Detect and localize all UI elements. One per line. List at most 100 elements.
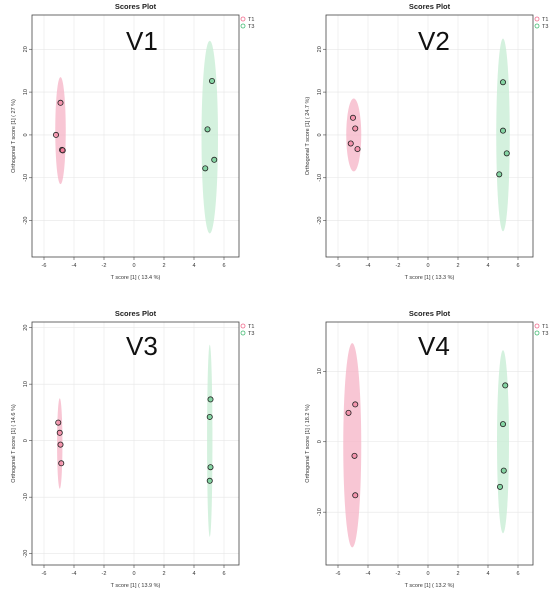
y-tick-label: 20 [23,46,29,52]
legend-marker-t1 [240,323,246,329]
confidence-ellipse-t3 [207,344,213,537]
data-point-t3 [499,127,506,134]
confidence-ellipse-t3 [201,40,218,234]
x-tick-label: 6 [222,571,225,577]
legend-marker-t3 [240,23,246,29]
x-axis-label: T score [1] ( 13.2 %) [405,583,455,589]
y-tick-label: 10 [23,89,29,95]
x-tick-label: 0 [426,263,429,269]
plot-area [32,322,239,565]
x-tick-label: -6 [42,263,47,269]
data-point-t1 [351,452,358,459]
x-tick-label: 4 [486,571,489,577]
data-point-t3 [502,382,509,389]
data-point-t3 [204,126,211,133]
plot-frame [31,321,240,566]
data-point-t3 [207,464,214,471]
data-point-t1 [352,492,359,499]
y-tick-label: -20 [23,550,29,558]
x-tick-label: 2 [456,263,459,269]
confidence-ellipse-t3 [497,350,509,534]
panel-label: V1 [126,26,158,56]
panel-label: V3 [126,331,158,361]
legend-label-t3: T3 [542,24,548,30]
x-tick-label: 2 [162,571,165,577]
data-point-t3 [500,467,507,474]
x-tick-label: 4 [486,263,489,269]
y-axis-label: Orthogonal T score [1] ( 27 %) [11,99,17,173]
x-tick-label: 2 [456,571,459,577]
x-tick-label: 0 [132,571,135,577]
x-tick-label: 4 [192,571,195,577]
legend-label-t1: T1 [542,324,548,330]
x-tick-label: 0 [132,263,135,269]
data-point-t1 [59,147,66,154]
data-point-t3 [496,171,503,178]
chart-title: Scores Plot [409,309,451,318]
data-point-t3 [211,156,218,163]
legend-marker-t1 [534,323,540,329]
data-point-t1 [354,146,361,153]
panel-label: V4 [418,331,450,361]
x-tick-label: -2 [102,263,107,269]
x-tick-label: -4 [72,571,77,577]
x-tick-label: -6 [336,263,341,269]
y-axis-label: Orthogonal T score [1] ( 14.6 %) [11,404,17,483]
x-tick-label: 6 [516,571,519,577]
data-point-t1 [349,114,356,121]
x-tick-label: -2 [396,571,401,577]
data-point-t3 [208,77,215,84]
y-tick-label: -10 [317,174,323,182]
y-tick-label: 20 [23,325,29,331]
x-tick-label: -4 [366,263,371,269]
y-tick-label: 10 [23,381,29,387]
y-tick-label: 0 [23,133,29,136]
confidence-ellipse-t3 [496,38,510,232]
x-axis-label: T score [1] ( 13.4 %) [111,275,161,281]
x-axis-label: T score [1] ( 13.9 %) [111,583,161,589]
data-point-t3 [499,79,506,86]
chart-title: Scores Plot [115,309,157,318]
scores-plot-panel-v4: -6 -4 -2 0 2 4 6 -10 0 10 Scores Plot T score [1] (… [305,309,548,589]
data-point-t3 [206,477,213,484]
x-tick-label: 2 [162,263,165,269]
confidence-ellipse-t1 [346,98,362,172]
y-tick-label: 20 [317,46,323,52]
legend-label-t3: T3 [542,331,548,337]
legend-label-t1: T1 [248,324,254,330]
legend-label-t1: T1 [542,17,548,23]
chart-title: Scores Plot [115,2,157,11]
legend-label-t3: T3 [248,331,254,337]
data-point-t1 [57,441,64,448]
y-tick-label: 0 [317,440,323,443]
data-point-t3 [503,150,510,157]
legend-marker-t3 [534,330,540,336]
y-tick-label: -20 [23,217,29,225]
y-tick-label: 10 [317,89,323,95]
y-tick-label: 0 [23,439,29,442]
y-tick-label: 10 [317,368,323,374]
legend-marker-t1 [240,16,246,22]
legend-marker-t1 [534,16,540,22]
y-tick-label: 0 [317,133,323,136]
legend-label-t3: T3 [248,24,254,30]
data-point-t1 [345,409,352,416]
y-axis-label: Orthogonal T score [1] ( 24.7 %) [305,97,311,176]
legend-label-t1: T1 [248,17,254,23]
data-point-t1 [352,125,359,132]
y-tick-label: -10 [317,508,323,516]
data-point-t1 [347,140,354,147]
data-point-t1 [56,429,63,436]
y-tick-label: -10 [23,174,29,182]
y-tick-label: -20 [317,217,323,225]
data-point-t1 [55,419,62,426]
data-point-t1 [57,99,64,106]
y-axis-label: Orthogonal T score [1] ( 18.2 %) [305,404,311,483]
x-tick-label: -6 [336,571,341,577]
chart-title: Scores Plot [409,2,451,11]
legend-marker-t3 [534,23,540,29]
data-point-t3 [202,165,209,172]
data-point-t3 [206,413,213,420]
